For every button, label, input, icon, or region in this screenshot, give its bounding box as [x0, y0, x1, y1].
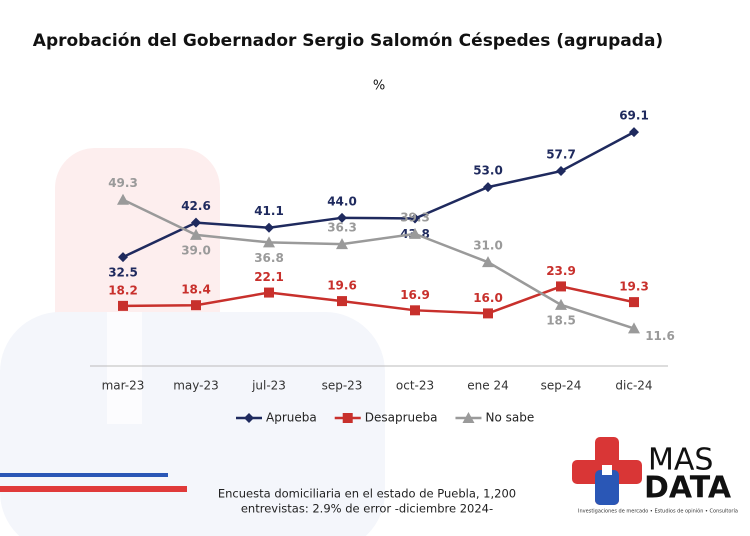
- point: [628, 322, 640, 334]
- data-label: 16.0: [473, 291, 503, 305]
- series-line: [122, 131, 635, 259]
- logo-tagline: Investigaciones de mercado • Estudios de…: [578, 508, 738, 515]
- logo-text: DATA: [644, 471, 732, 506]
- data-label: 18.4: [181, 283, 211, 297]
- point: [409, 227, 421, 239]
- x-tick-label: jul-23: [251, 379, 286, 393]
- footnote: Encuesta domiciliaria en el estado de Pu…: [218, 487, 516, 501]
- point: [264, 222, 274, 233]
- point: [483, 308, 493, 319]
- point: [629, 127, 639, 138]
- data-label: 44.0: [327, 194, 357, 208]
- data-label: 18.2: [108, 283, 138, 297]
- point: [118, 252, 128, 263]
- x-tick-label: mar-23: [102, 379, 145, 393]
- data-label: 41.1: [254, 204, 284, 218]
- logo-text: MAS: [648, 443, 713, 478]
- point: [263, 236, 275, 248]
- data-label: 31.0: [473, 239, 503, 253]
- logo: [572, 437, 642, 505]
- series-line: [122, 198, 635, 330]
- point: [190, 228, 202, 240]
- point: [556, 166, 566, 177]
- legend-marker: [244, 413, 254, 423]
- legend-label: Desaprueba: [365, 411, 438, 425]
- legend-label: No sabe: [485, 411, 534, 425]
- data-label: 16.9: [400, 288, 430, 302]
- point: [556, 281, 566, 292]
- data-label: 39.0: [181, 243, 211, 257]
- point: [336, 238, 348, 250]
- x-tick-label: ene 24: [467, 379, 508, 393]
- data-label: 32.5: [108, 266, 138, 280]
- footnote: entrevistas: 2.9% de error -diciembre 20…: [241, 502, 493, 516]
- point: [117, 193, 129, 205]
- point: [337, 212, 347, 223]
- point: [629, 297, 639, 308]
- point: [191, 217, 201, 228]
- chart-title: Aprobación del Gobernador Sergio Salomón…: [33, 31, 663, 51]
- point: [118, 300, 128, 311]
- data-label: 19.6: [327, 279, 357, 293]
- series-line: [122, 285, 635, 315]
- data-label: 23.9: [546, 264, 576, 278]
- x-tick-label: sep-24: [541, 379, 582, 393]
- chart-subtitle: %: [373, 79, 385, 94]
- data-label: 69.1: [619, 109, 649, 123]
- legend-marker: [342, 413, 353, 423]
- point: [410, 305, 420, 316]
- data-label: 22.1: [254, 270, 284, 284]
- point: [264, 287, 274, 298]
- data-label: 49.3: [108, 176, 138, 190]
- point: [483, 182, 493, 193]
- data-label: 11.6: [645, 329, 675, 343]
- point: [410, 213, 420, 224]
- data-label: 42.6: [181, 199, 211, 213]
- x-tick-label: may-23: [173, 379, 219, 393]
- x-tick-label: oct-23: [396, 379, 434, 393]
- legend-marker: [462, 412, 475, 423]
- x-tick-label: dic-24: [615, 379, 652, 393]
- data-label: 53.0: [473, 164, 503, 178]
- x-tick-label: sep-23: [322, 379, 363, 393]
- data-label: 57.7: [546, 148, 576, 162]
- data-label: 36.3: [327, 221, 357, 235]
- legend-label: Aprueba: [266, 411, 317, 425]
- point: [482, 256, 494, 268]
- point: [337, 296, 347, 307]
- data-label: 18.5: [546, 313, 576, 327]
- data-label: 39.3: [400, 210, 430, 224]
- data-label: 36.8: [254, 251, 284, 265]
- data-label: 19.3: [619, 280, 649, 294]
- point: [191, 300, 201, 311]
- background-decoration: [0, 148, 385, 536]
- point: [555, 298, 567, 310]
